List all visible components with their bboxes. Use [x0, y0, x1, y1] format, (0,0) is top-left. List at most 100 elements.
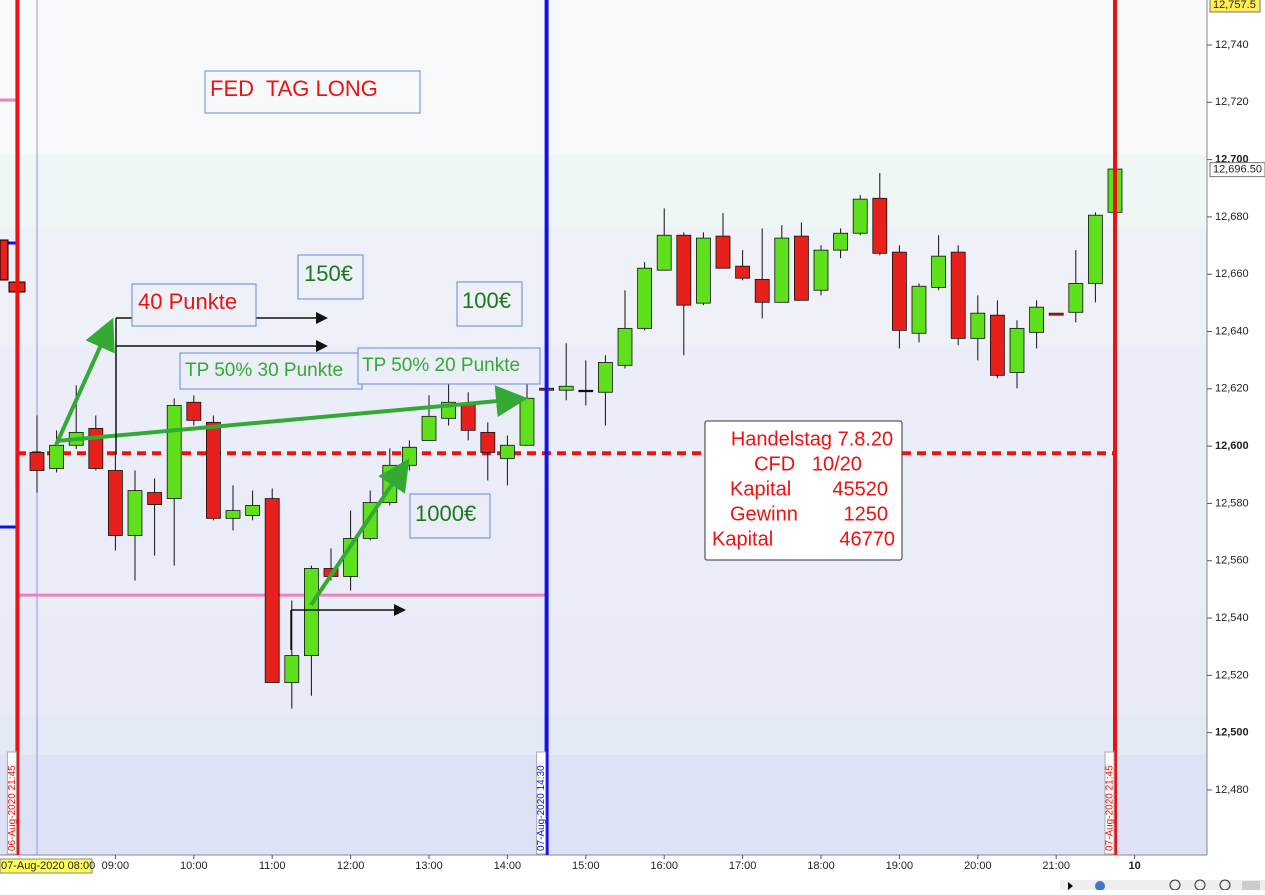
candle-body: [186, 401, 202, 421]
candle-body: [49, 444, 64, 469]
candle-body: [931, 255, 946, 288]
y-tick-label: 12,520: [1215, 669, 1249, 681]
candle-body: [1088, 214, 1103, 284]
candle-body: [892, 251, 907, 331]
x-tick-label: 15:00: [572, 860, 600, 872]
candle-body: [29, 452, 45, 471]
high-marker-label: 12,757.5: [1213, 0, 1256, 11]
x-tick-label: 17:00: [729, 860, 757, 872]
candle-body: [421, 415, 437, 441]
candle-body: [499, 444, 515, 459]
candle-body: [578, 389, 594, 393]
candle-body: [794, 235, 809, 301]
time-marker-label: 07-Aug-2020 21:45: [1105, 765, 1116, 851]
candle-body: [1009, 327, 1025, 373]
time-marker-label-bg: [536, 751, 547, 855]
candle-body: [617, 327, 633, 366]
annotation-gain: 100€: [462, 288, 511, 313]
time-marker-label-bg: [1104, 751, 1115, 855]
y-tick-label: 12,540: [1215, 612, 1249, 624]
x-tick-label: 20:00: [964, 860, 992, 872]
y-tick-label: 12,600: [1215, 440, 1249, 452]
start-label: 07-Aug-2020 08:00: [1, 860, 95, 872]
y-tick-label: 12,580: [1215, 497, 1249, 509]
candle-body: [480, 431, 496, 453]
time-marker-label: 06-Aug-2020 21:45: [7, 765, 18, 851]
info-label: Kapital: [730, 478, 791, 500]
info-label: Gewinn: [730, 503, 798, 525]
x-tick-label: 12:00: [337, 860, 365, 872]
scroll-controls: [1060, 879, 1265, 891]
candle-body: [225, 510, 241, 519]
candle-body: [127, 490, 143, 536]
candle-body: [147, 492, 163, 505]
y-tick-label: 12,660: [1215, 268, 1249, 280]
candle-body: [1068, 282, 1084, 313]
start-label-bg: [0, 858, 93, 874]
info-day: Handelstag 7.8.20: [731, 428, 893, 450]
menu-button[interactable]: [1242, 881, 1260, 890]
scroll-button[interactable]: [1068, 882, 1073, 890]
annotation-arrows: [54, 312, 528, 650]
info-value: 46770: [839, 528, 895, 550]
candle-body: [696, 237, 711, 304]
y-tick-label: 12,680: [1215, 211, 1249, 223]
annotation-points: 40 Punkte: [138, 289, 237, 314]
info-cfd: CFD 10/20: [754, 453, 862, 475]
candle-body: [108, 470, 123, 536]
x-tick-label: 09:00: [102, 860, 130, 872]
y-tick-label: 12,640: [1215, 325, 1249, 337]
candle-body: [950, 251, 966, 339]
candle-body: [264, 498, 280, 683]
candle-body: [656, 234, 672, 271]
candle-body: [245, 505, 261, 516]
x-tick-label: 10:00: [180, 860, 208, 872]
last-price-label: 12,696.50: [1213, 164, 1262, 176]
candle-body: [1048, 312, 1064, 316]
info-label: Kapital: [712, 528, 773, 550]
annotation-title: FED TAG LONG: [210, 76, 378, 101]
candle-body: [166, 405, 182, 499]
x-tick-label: 13:00: [415, 860, 443, 872]
candle-body: [833, 232, 848, 251]
annotation-tp: TP 50% 30 Punkte: [185, 360, 343, 381]
candle-body: [676, 234, 692, 306]
annotation-boxes: FED TAG LONG 40 Punkte 150€ 100€ TP 50% …: [131, 70, 541, 539]
candle-body: [205, 421, 221, 519]
y-tick-label: 12,500: [1215, 727, 1249, 739]
candle-body: [754, 278, 770, 303]
candle-body: [852, 198, 868, 234]
y-tick-label: 12,560: [1215, 555, 1249, 567]
candle-body: [303, 568, 319, 656]
plot: 06-Aug-2020 21:45 07-Aug-2020 14:30 07-Aug…: [6, 0, 1123, 855]
x-tick-label: 19:00: [886, 860, 914, 872]
candle-body: [715, 235, 731, 269]
candle-body: [911, 285, 927, 334]
candle-body: [460, 403, 476, 431]
zoom-button[interactable]: [1095, 881, 1105, 891]
candle-body: [774, 237, 790, 303]
x-tick-label: 21:00: [1042, 860, 1070, 872]
time-marker-label: 07-Aug-2020 14:30: [536, 765, 547, 851]
annotation-gain: 1000€: [415, 501, 476, 526]
annotation-gain: 150€: [304, 261, 353, 286]
candle-body: [558, 385, 574, 391]
candle-body: [813, 249, 829, 291]
candle-body: [735, 265, 750, 279]
info-box: Handelstag 7.8.20 CFD 10/20 Kapital 4552…: [704, 420, 903, 561]
y-tick-label: 12,720: [1215, 96, 1249, 108]
candle-body: [401, 446, 417, 466]
x-tick-label: 11:00: [259, 860, 286, 872]
y-tick-label: 12,740: [1215, 39, 1249, 51]
time-marker-label-bg: [6, 751, 17, 855]
candle-body: [88, 427, 104, 469]
candle-body: [990, 314, 1005, 376]
info-value: 1250: [844, 503, 889, 525]
candle-body: [284, 655, 300, 683]
y-tick-label: 12,480: [1215, 784, 1249, 796]
x-tick-label: 10: [1128, 860, 1140, 872]
last-price-bg: [1209, 162, 1265, 178]
